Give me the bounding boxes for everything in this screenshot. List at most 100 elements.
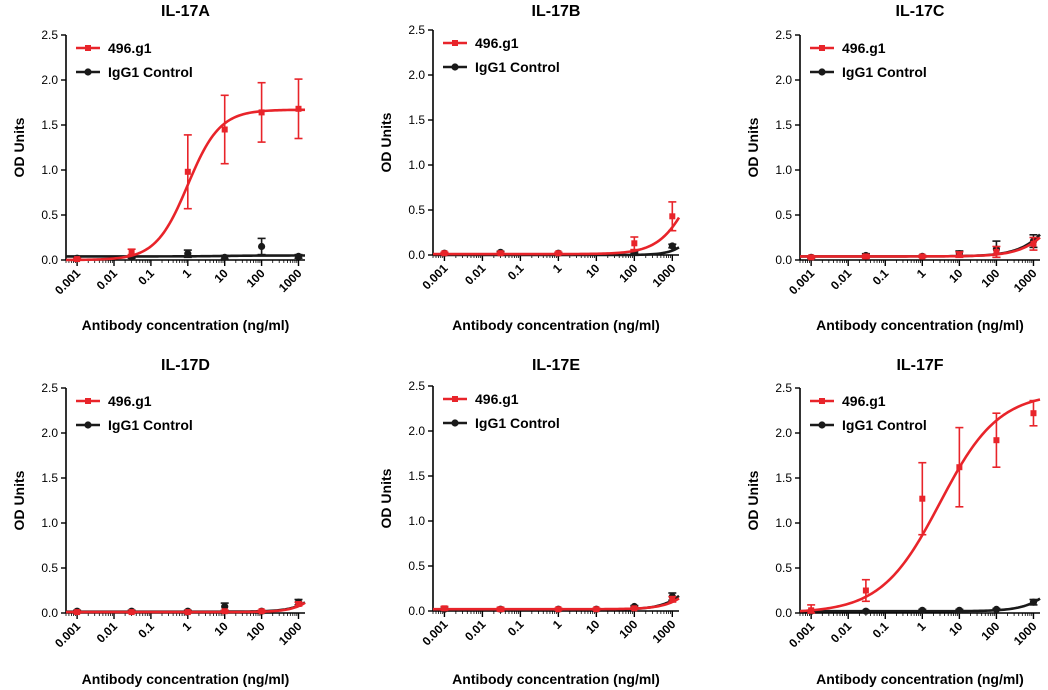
x-tick-label: 1000 [276, 266, 305, 295]
panel-il-17d: IL-17D 0.0 0.5 1.0 1.5 2.0 2.5 0.001 0.01 0.1 1 10 1… [11, 357, 306, 687]
x-tick-label: 100 [244, 619, 268, 643]
data-point [669, 596, 676, 603]
panel-title: IL-17E [532, 357, 580, 374]
y-tick-label: 2.5 [408, 379, 425, 393]
data-point [993, 437, 1000, 444]
y-tick-label: 0.0 [775, 253, 792, 267]
legend: 496.g1 IgG1 Control [76, 393, 193, 433]
y-tick-label: 1.5 [41, 118, 58, 132]
legend-marker [84, 68, 92, 76]
data-point [956, 251, 963, 258]
series-496g1 [433, 595, 680, 613]
data-point [1029, 598, 1038, 606]
x-tick-label: 1000 [1011, 266, 1040, 295]
y-tick-label: 2.0 [775, 73, 792, 87]
legend-marker [451, 419, 459, 427]
x-tick-label: 1000 [1011, 619, 1040, 648]
data-point [808, 607, 815, 614]
data-point [919, 253, 926, 260]
y-tick-label: 2.5 [408, 23, 425, 37]
data-point [221, 608, 228, 615]
series-496g1 [433, 201, 681, 257]
data-point [918, 606, 926, 614]
x-axis-label: Antibody concentration (ng/ml) [82, 317, 290, 333]
y-axis-label: OD Units [745, 470, 761, 530]
data-point [555, 250, 562, 257]
y-axis-label: OD Units [378, 112, 394, 172]
panel-il-17a: IL-17A 0.0 0.5 1.0 1.5 2.0 2.5 0.001 0.01 0.1 1 10 1… [11, 3, 306, 333]
data-point [294, 252, 303, 260]
data-point [955, 606, 963, 614]
y-tick-label: 2.5 [41, 381, 58, 395]
legend-marker [819, 398, 825, 404]
data-point [221, 126, 228, 133]
y-tick-label: 0.5 [408, 203, 425, 217]
y-tick-label: 2.0 [408, 68, 425, 82]
data-point [497, 606, 504, 613]
x-tick-label: 0.1 [135, 266, 157, 288]
x-tick-label: 0.01 [828, 266, 855, 293]
y-axis-label: OD Units [378, 468, 394, 528]
legend-marker [818, 421, 826, 429]
data-point [128, 609, 135, 616]
x-axis-label: Antibody concentration (ng/ml) [816, 317, 1024, 333]
y-tick-label: 1.0 [775, 516, 792, 530]
y-axis-label: OD Units [745, 117, 761, 177]
legend-label: 496.g1 [108, 40, 152, 56]
x-tick-label: 1000 [276, 619, 305, 648]
data-point [593, 606, 600, 613]
x-tick-label: 0.1 [870, 266, 892, 288]
x-tick-label: 1 [914, 266, 929, 281]
data-point [258, 109, 265, 116]
legend-label: IgG1 Control [842, 417, 927, 433]
x-tick-label: 10 [211, 266, 231, 286]
y-tick-label: 2.0 [41, 426, 58, 440]
data-point [258, 608, 265, 615]
legend-label: 496.g1 [475, 35, 519, 51]
x-tick-label: 0.01 [94, 619, 121, 646]
x-tick-label: 10 [583, 617, 603, 637]
legend: 496.g1 IgG1 Control [443, 391, 560, 431]
data-point [631, 605, 638, 612]
data-point [441, 250, 448, 257]
legend-marker [85, 45, 91, 51]
x-tick-label: 1 [550, 261, 565, 276]
x-tick-label: 1000 [650, 617, 679, 646]
x-tick-label: 0.001 [786, 266, 817, 297]
legend-marker [452, 396, 458, 402]
series-496g1 [799, 398, 1041, 614]
x-tick-label: 0.1 [505, 261, 527, 283]
panel-title: IL-17F [896, 357, 943, 374]
x-tick-label: 100 [616, 617, 640, 641]
data-point [668, 242, 676, 250]
data-point [74, 256, 81, 263]
data-point [862, 607, 870, 615]
x-tick-label: 100 [616, 261, 640, 285]
x-tick-label: 1 [914, 619, 929, 634]
data-point [184, 250, 192, 258]
x-tick-label: 0.1 [135, 619, 157, 641]
y-tick-label: 0.0 [775, 606, 792, 620]
y-tick-label: 1.0 [775, 163, 792, 177]
x-tick-label: 10 [946, 619, 966, 639]
x-tick-label: 0.001 [786, 619, 817, 650]
x-tick-label: 0.01 [462, 617, 489, 644]
data-point [956, 464, 963, 471]
y-tick-label: 1.5 [775, 471, 792, 485]
y-tick-label: 2.5 [775, 381, 792, 395]
legend-label: IgG1 Control [475, 415, 560, 431]
data-point [1030, 410, 1037, 417]
data-point [497, 250, 504, 257]
legend-marker [84, 421, 92, 429]
fit-curve [433, 216, 681, 256]
data-point [808, 254, 815, 261]
data-point [555, 606, 562, 613]
series-496g1 [800, 236, 1041, 261]
data-point [184, 609, 191, 616]
panel-il-17f: IL-17F 0.0 0.5 1.0 1.5 2.0 2.5 0.001 0.01 0.1 1 10 1… [745, 357, 1041, 687]
legend-label: 496.g1 [842, 393, 886, 409]
data-point [295, 105, 302, 112]
series-496g1 [66, 601, 306, 616]
y-tick-label: 1.0 [41, 516, 58, 530]
